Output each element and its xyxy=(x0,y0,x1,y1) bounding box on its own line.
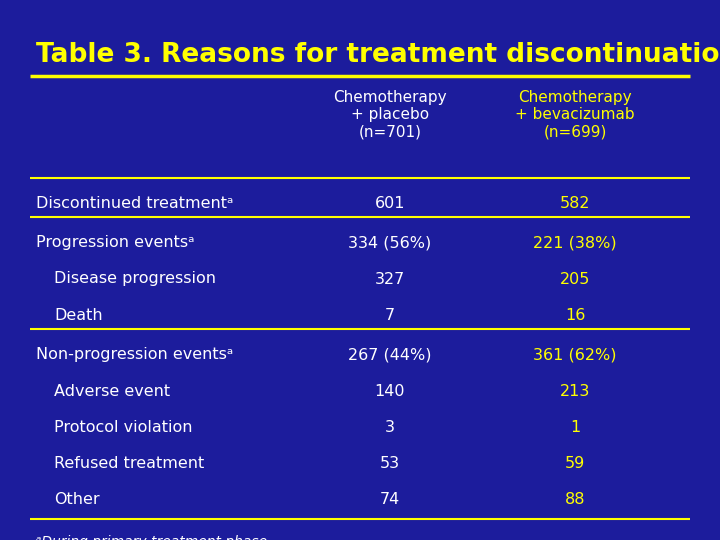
Text: 361 (62%): 361 (62%) xyxy=(534,348,617,362)
Text: Adverse event: Adverse event xyxy=(54,383,170,399)
Text: 16: 16 xyxy=(564,307,585,322)
Text: Table 3. Reasons for treatment discontinuation: Table 3. Reasons for treatment discontin… xyxy=(36,42,720,68)
Text: 74: 74 xyxy=(380,491,400,507)
Text: Death: Death xyxy=(54,307,103,322)
Text: 334 (56%): 334 (56%) xyxy=(348,235,431,251)
Text: Disease progression: Disease progression xyxy=(54,272,216,287)
Text: 582: 582 xyxy=(559,195,590,211)
Text: 205: 205 xyxy=(560,272,590,287)
Text: Progression eventsᵃ: Progression eventsᵃ xyxy=(36,235,194,251)
Text: Protocol violation: Protocol violation xyxy=(54,420,192,435)
Text: 140: 140 xyxy=(374,383,405,399)
Text: Chemotherapy
+ bevacizumab
(n=699): Chemotherapy + bevacizumab (n=699) xyxy=(516,90,635,140)
Text: Chemotherapy
+ placebo
(n=701): Chemotherapy + placebo (n=701) xyxy=(333,90,447,140)
Text: ᵃDuring primary treatment phase: ᵃDuring primary treatment phase xyxy=(36,535,267,540)
Text: 601: 601 xyxy=(374,195,405,211)
Text: Non-progression eventsᵃ: Non-progression eventsᵃ xyxy=(36,348,233,362)
Text: Discontinued treatmentᵃ: Discontinued treatmentᵃ xyxy=(36,195,233,211)
Text: 221 (38%): 221 (38%) xyxy=(534,235,617,251)
Text: 59: 59 xyxy=(565,456,585,470)
Text: 213: 213 xyxy=(560,383,590,399)
Text: 7: 7 xyxy=(385,307,395,322)
Text: 88: 88 xyxy=(564,491,585,507)
Text: 3: 3 xyxy=(385,420,395,435)
Text: 53: 53 xyxy=(380,456,400,470)
Text: Other: Other xyxy=(54,491,99,507)
Text: 267 (44%): 267 (44%) xyxy=(348,348,432,362)
Text: 327: 327 xyxy=(375,272,405,287)
Text: Refused treatment: Refused treatment xyxy=(54,456,204,470)
Text: 1: 1 xyxy=(570,420,580,435)
